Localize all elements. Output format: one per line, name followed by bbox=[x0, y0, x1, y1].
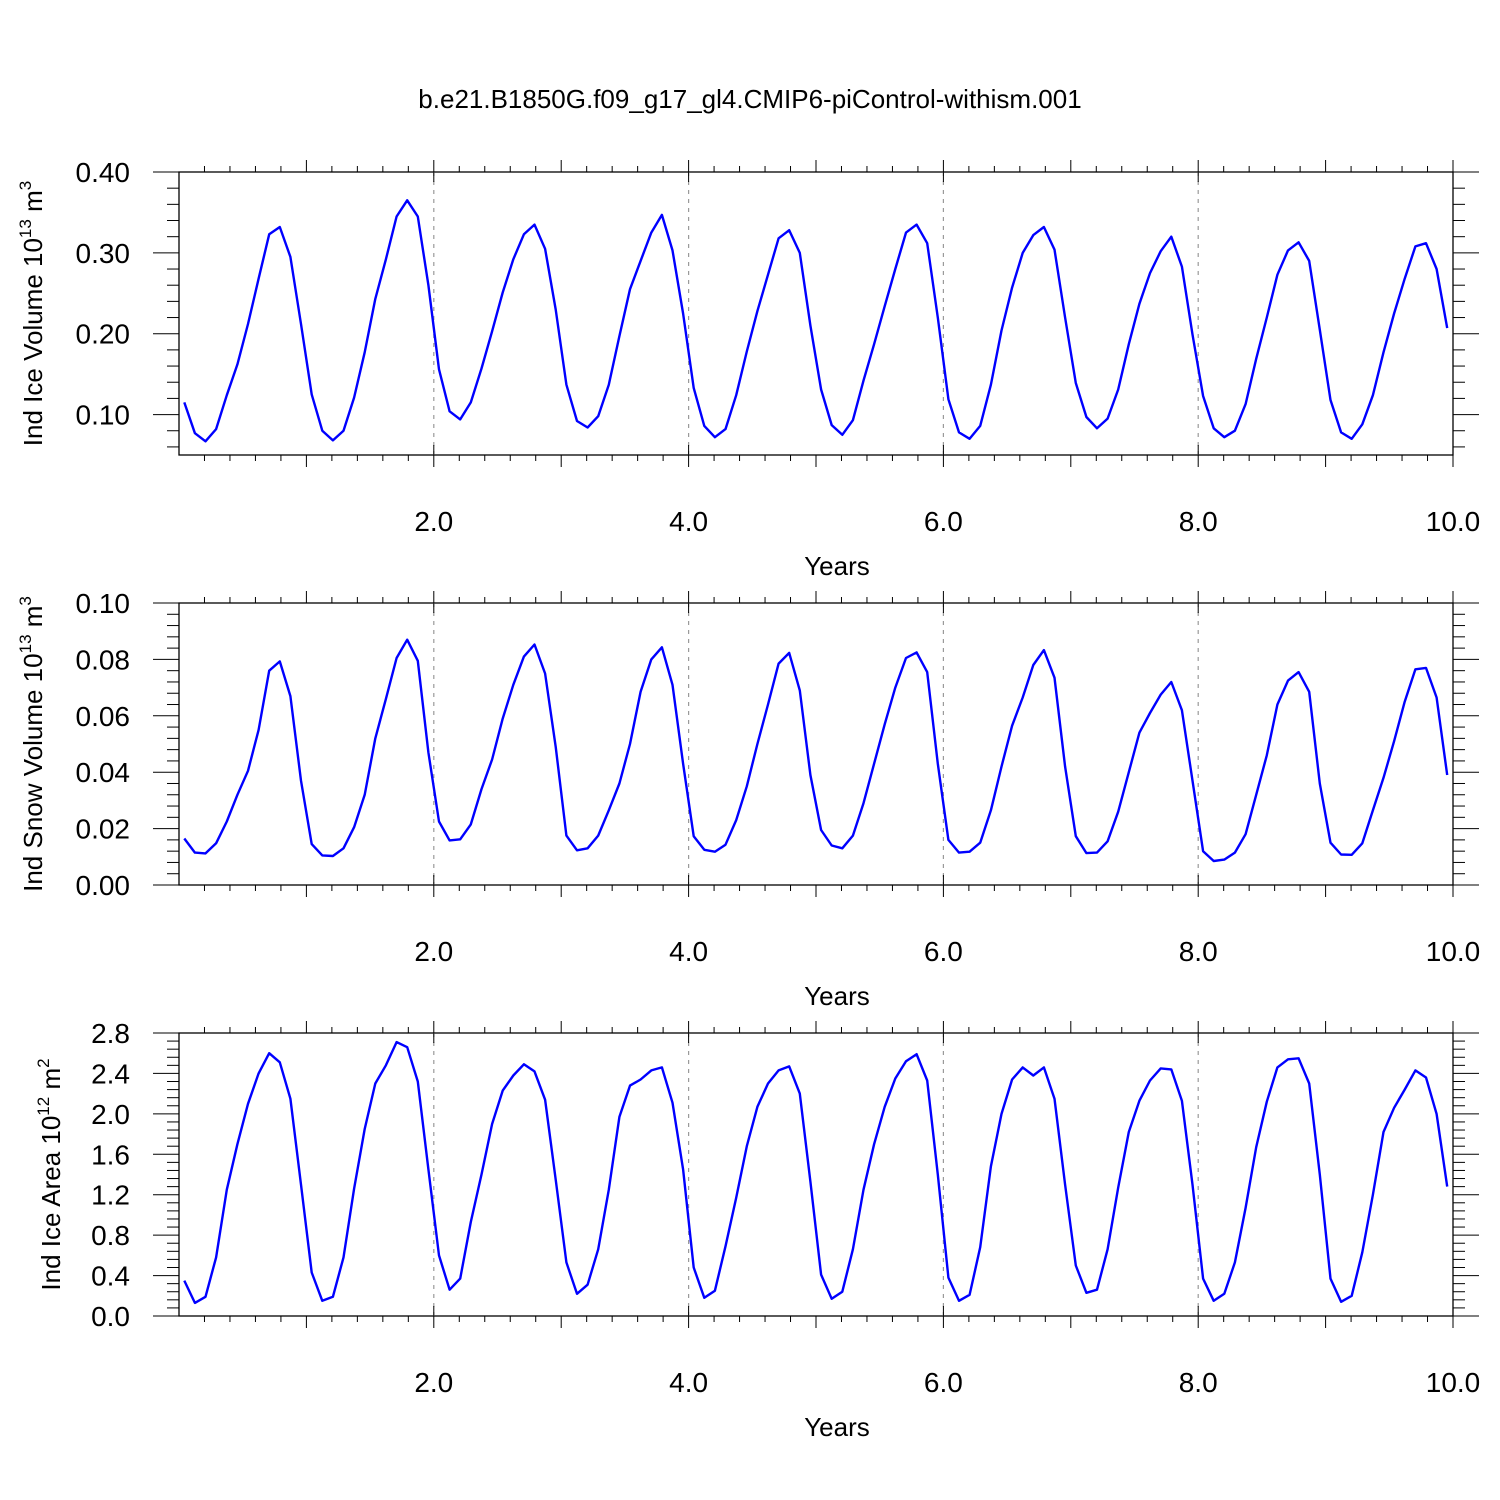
y-axis-title: Ind Ice Area 1012 m2 bbox=[34, 1058, 66, 1290]
y-axis-title-exponent: 13 bbox=[16, 219, 35, 238]
y-tick-label: 0.08 bbox=[76, 644, 131, 675]
y-axis-title-exponent: 12 bbox=[34, 1097, 53, 1116]
y-tick-label: 0.40 bbox=[76, 157, 131, 188]
x-tick-label: 6.0 bbox=[924, 936, 963, 967]
x-tick-label: 4.0 bbox=[669, 936, 708, 967]
x-axis-title: Years bbox=[804, 981, 870, 1011]
y-tick-label: 1.6 bbox=[91, 1139, 130, 1170]
x-tick-label: 10.0 bbox=[1426, 506, 1481, 537]
ice-volume-panel: 2.0 4.0 6.0 8.0 10.0 Years 0.10 0.20 0.30 0.40 Ind… bbox=[16, 157, 1480, 581]
x-axis-title: Years bbox=[804, 551, 870, 581]
x-tick-label: 4.0 bbox=[669, 506, 708, 537]
y-tick-label: 0.00 bbox=[76, 870, 131, 901]
x-tick-label: 10.0 bbox=[1426, 1367, 1481, 1398]
y-axis-title-unit-exponent: 2 bbox=[34, 1058, 53, 1067]
y-axis-title-unit: m bbox=[36, 1068, 66, 1097]
y-tick-label: 0.04 bbox=[76, 757, 131, 788]
y-axis-title-unit-exponent: 3 bbox=[16, 181, 35, 190]
x-tick-label: 8.0 bbox=[1179, 1367, 1218, 1398]
y-axis-title-exponent: 13 bbox=[16, 634, 35, 653]
y-axis-title-base: Ind Ice Volume 10 bbox=[18, 238, 48, 446]
x-axis-title: Years bbox=[804, 1412, 870, 1442]
y-axis-title: Ind Snow Volume 1013 m3 bbox=[16, 596, 48, 892]
page-title: b.e21.B1850G.f09_g17_gl4.CMIP6-piControl… bbox=[418, 84, 1082, 114]
plot-frame bbox=[178, 602, 1454, 886]
series-line bbox=[183, 638, 1449, 863]
x-tick-label: 4.0 bbox=[669, 1367, 708, 1398]
y-axis-title-base: Ind Ice Area 10 bbox=[36, 1116, 66, 1291]
y-axis-title-unit: m bbox=[18, 606, 48, 635]
x-tick-label: 2.0 bbox=[414, 506, 453, 537]
x-tick-label: 8.0 bbox=[1179, 506, 1218, 537]
y-tick-label: 1.2 bbox=[91, 1180, 130, 1211]
y-tick-label: 0.10 bbox=[76, 588, 131, 619]
y-tick-label: 2.4 bbox=[91, 1058, 130, 1089]
y-tick-label: 0.4 bbox=[91, 1261, 130, 1292]
y-tick-label: 0.0 bbox=[91, 1301, 130, 1332]
x-tick-label: 6.0 bbox=[924, 506, 963, 537]
y-axis-title-base: Ind Snow Volume 10 bbox=[18, 653, 48, 892]
x-tick-label: 10.0 bbox=[1426, 936, 1481, 967]
y-tick-label: 0.06 bbox=[76, 701, 131, 732]
x-tick-label: 6.0 bbox=[924, 1367, 963, 1398]
y-tick-label: 0.02 bbox=[76, 814, 131, 845]
series-line bbox=[183, 1040, 1449, 1305]
x-tick-label: 8.0 bbox=[1179, 936, 1218, 967]
y-tick-label: 2.8 bbox=[91, 1018, 130, 1049]
snow-volume-panel: 2.0 4.0 6.0 8.0 10.0 Years 0.00 0.02 0.04 0.06 0.0… bbox=[16, 588, 1480, 1011]
x-tick-label: 2.0 bbox=[414, 936, 453, 967]
y-axis-title-unit: m bbox=[18, 190, 48, 219]
y-axis-title-unit-exponent: 3 bbox=[16, 596, 35, 605]
y-tick-label: 0.10 bbox=[76, 400, 131, 431]
x-tick-label: 2.0 bbox=[414, 1367, 453, 1398]
y-tick-label: 0.30 bbox=[76, 238, 131, 269]
y-tick-label: 0.20 bbox=[76, 319, 131, 350]
ice-area-panel: 2.0 4.0 6.0 8.0 10.0 Years 0.0 0.4 0.8 1.2 1.6 2.0 2… bbox=[34, 1018, 1480, 1442]
series-line bbox=[183, 199, 1449, 443]
plot-frame bbox=[178, 171, 1454, 456]
y-axis-title: Ind Ice Volume 1013 m3 bbox=[16, 181, 48, 446]
y-tick-label: 0.8 bbox=[91, 1220, 130, 1251]
y-tick-label: 2.0 bbox=[91, 1099, 130, 1130]
plot-frame bbox=[178, 1032, 1454, 1317]
